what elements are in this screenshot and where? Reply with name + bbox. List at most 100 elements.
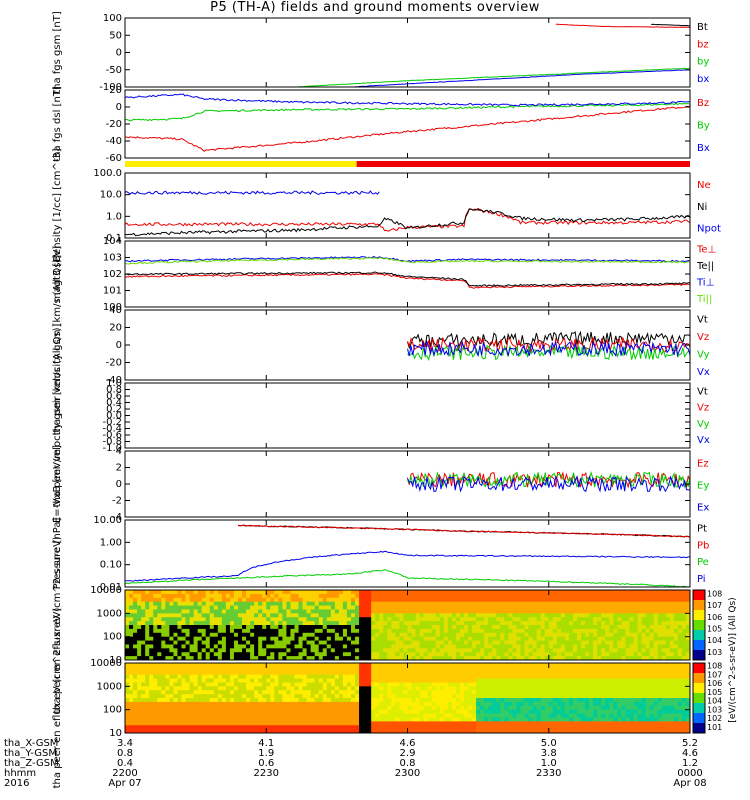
heatmap-cell — [375, 709, 380, 714]
y-tick-label: -20 — [106, 358, 122, 369]
heatmap-cell — [302, 617, 308, 622]
heatmap-cell — [322, 625, 328, 630]
legend-entry: Ni — [697, 202, 707, 213]
heatmap-cell — [524, 644, 529, 649]
heatmap-cell — [165, 609, 170, 614]
heatmap-cell — [125, 601, 130, 606]
heatmap-cell — [520, 617, 525, 622]
heatmap-cell — [282, 644, 287, 649]
heatmap-cell — [484, 609, 489, 614]
heatmap-cell — [233, 648, 239, 653]
heatmap-cell — [548, 729, 554, 734]
heatmap-cell — [641, 613, 647, 618]
heatmap-cell — [387, 729, 392, 734]
heatmap-cell — [165, 678, 170, 683]
heatmap-cell — [258, 593, 263, 599]
heatmap-cell — [407, 686, 412, 691]
heatmap-cell — [286, 613, 291, 618]
heatmap-cell — [585, 621, 590, 626]
heatmap-cell — [375, 613, 380, 618]
heatmap-cell — [310, 609, 316, 614]
heatmap-cell — [294, 721, 299, 726]
heatmap-cell — [585, 729, 590, 734]
heatmap-cell — [375, 698, 380, 703]
heatmap-cell — [326, 644, 332, 649]
heatmap-cell — [342, 670, 348, 676]
heatmap-cell — [310, 617, 316, 622]
heatmap-cell — [278, 605, 283, 610]
heatmap-cell — [238, 686, 243, 691]
heatmap-cell — [673, 656, 679, 661]
heatmap-cell — [355, 625, 360, 630]
heatmap-cell — [589, 694, 594, 699]
heatmap-cell — [306, 593, 312, 599]
heatmap-cell — [197, 644, 203, 649]
heatmap-cell — [225, 621, 231, 626]
heatmap-cell — [601, 666, 606, 672]
heatmap-cell — [242, 682, 247, 687]
heatmap-cell — [500, 670, 505, 676]
heatmap-cell — [205, 621, 211, 626]
heatmap-cell — [282, 593, 287, 599]
legend-entry: Bt — [697, 22, 708, 33]
heatmap-cell — [346, 666, 352, 672]
heatmap-cell — [282, 597, 287, 603]
heatmap-cell — [213, 625, 219, 630]
heatmap-cell — [342, 729, 348, 734]
heatmap-cell — [379, 656, 384, 661]
heatmap-cell — [625, 593, 630, 599]
heatmap-cell — [661, 590, 667, 595]
heatmap-cell — [359, 663, 364, 668]
heatmap-cell — [673, 609, 679, 614]
heatmap-cell — [338, 632, 344, 638]
heatmap-cell — [213, 682, 219, 687]
heatmap-cell — [455, 601, 461, 606]
heatmap-cell — [407, 652, 412, 657]
heatmap-cell — [459, 593, 465, 599]
heatmap-cell — [564, 674, 570, 679]
heatmap-cell — [213, 725, 219, 730]
heatmap-cell — [484, 590, 489, 595]
heatmap-cell — [637, 621, 642, 626]
heatmap-cell — [492, 674, 497, 679]
heatmap-cell — [593, 621, 598, 626]
heatmap-cell — [346, 593, 352, 599]
heatmap-cell — [326, 729, 332, 734]
heatmap-cell — [407, 709, 412, 714]
heatmap-cell — [233, 713, 239, 718]
heatmap-cell — [399, 632, 404, 638]
heatmap-cell — [516, 656, 521, 661]
heatmap-cell — [431, 674, 437, 679]
heatmap-cell — [540, 621, 546, 626]
heatmap-cell — [346, 663, 352, 668]
heatmap-cell — [153, 590, 158, 595]
heatmap-cell — [246, 698, 251, 703]
series-line-Ey — [407, 470, 691, 489]
heatmap-cell — [334, 701, 340, 707]
heatmap-cell — [391, 705, 396, 711]
heatmap-cell — [431, 656, 437, 661]
heatmap-cell — [472, 609, 477, 614]
heatmap-cell — [617, 648, 622, 653]
heatmap-cell — [189, 636, 195, 641]
heatmap-cell — [512, 729, 517, 734]
heatmap-cell — [306, 690, 312, 695]
heatmap-cell — [270, 698, 275, 703]
heatmap-cell — [242, 701, 247, 707]
heatmap-cell — [548, 601, 554, 606]
heatmap-cell — [536, 694, 542, 699]
heatmap-cell — [431, 601, 437, 606]
heatmap-cell — [459, 717, 465, 722]
heatmap-cell — [532, 674, 538, 679]
heatmap-cell — [657, 652, 663, 657]
heatmap-cell — [427, 593, 433, 599]
heatmap-cell — [189, 656, 195, 661]
heatmap-cell — [229, 686, 235, 691]
heatmap-cell — [629, 609, 634, 614]
heatmap-cell — [572, 601, 578, 606]
heatmap-cell — [270, 597, 275, 603]
heatmap-cell — [274, 632, 279, 638]
heatmap-cell — [254, 656, 259, 661]
heatmap-cell — [464, 686, 469, 691]
heatmap-cell — [250, 674, 255, 679]
